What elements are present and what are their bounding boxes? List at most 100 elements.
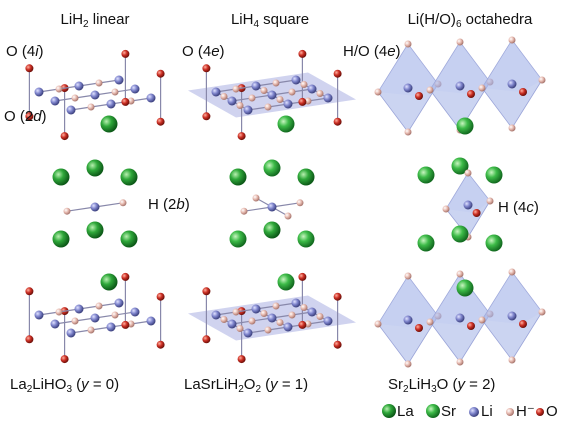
- atom: [539, 77, 546, 84]
- atom: [56, 86, 63, 93]
- atom: [91, 203, 100, 212]
- atom: [375, 89, 382, 96]
- atom: [131, 308, 140, 317]
- atom: [51, 320, 60, 329]
- atom: [120, 199, 127, 206]
- atom: [221, 93, 228, 100]
- atom: [64, 208, 71, 215]
- atom: [298, 50, 306, 58]
- site-label: O (4e): [182, 43, 225, 60]
- atom: [284, 323, 293, 332]
- atom: [539, 309, 546, 316]
- site-label: H (2b): [148, 196, 190, 213]
- atom: [212, 88, 221, 97]
- legend-label: O: [546, 403, 558, 420]
- atom: [508, 80, 517, 89]
- legend-swatch: [426, 404, 440, 418]
- atom: [273, 303, 280, 310]
- atom: [405, 129, 412, 136]
- crystal-structures: [25, 37, 545, 368]
- atom: [249, 95, 256, 102]
- site-label: O (2d): [4, 108, 47, 125]
- atom: [289, 89, 296, 96]
- legend-label: La: [397, 403, 414, 420]
- atom: [233, 309, 240, 316]
- atom: [25, 335, 33, 343]
- atom: [75, 82, 84, 91]
- atom: [157, 70, 165, 78]
- atom: [61, 132, 69, 140]
- atom: [487, 198, 494, 205]
- atom: [53, 231, 70, 248]
- atom: [457, 118, 474, 135]
- atom: [221, 316, 228, 323]
- atom: [121, 98, 129, 106]
- atom: [61, 355, 69, 363]
- atom: [230, 231, 247, 248]
- atom: [284, 100, 293, 109]
- atom: [457, 39, 464, 46]
- atom: [107, 323, 116, 332]
- atom: [252, 305, 261, 314]
- atom: [91, 314, 100, 323]
- legend-swatch: [382, 404, 396, 418]
- atom: [202, 335, 210, 343]
- atom: [157, 118, 165, 126]
- atom: [253, 195, 260, 202]
- legend: La Sr Li H⁻ O: [382, 403, 558, 420]
- atom: [418, 235, 435, 252]
- atom: [147, 317, 156, 326]
- atom: [121, 231, 138, 248]
- site-label: H (4c): [498, 199, 539, 216]
- compound-label: La2LiHO3 (y = 0): [10, 376, 119, 395]
- atom: [261, 310, 268, 317]
- atom: [202, 287, 210, 295]
- atom: [268, 314, 277, 323]
- atom: [292, 299, 301, 308]
- atom: [157, 293, 165, 301]
- atom: [121, 273, 129, 281]
- atom: [519, 88, 527, 96]
- atom: [405, 273, 412, 280]
- atom: [509, 37, 516, 44]
- atom: [298, 231, 315, 248]
- atom: [415, 324, 423, 332]
- legend-swatch: [506, 408, 514, 416]
- atom: [87, 222, 104, 239]
- atom: [115, 76, 124, 85]
- legend-swatch: [536, 408, 544, 416]
- atom: [457, 280, 474, 297]
- atom: [25, 287, 33, 295]
- atom: [237, 102, 244, 109]
- atom: [308, 85, 317, 94]
- column-title: LiH2 linear: [61, 11, 130, 30]
- atom: [101, 116, 118, 133]
- legend-swatch: [469, 407, 479, 417]
- atom: [265, 327, 272, 334]
- atom: [519, 320, 527, 328]
- atom: [96, 80, 103, 87]
- atom: [115, 299, 124, 308]
- atom: [67, 329, 76, 338]
- atom: [405, 361, 412, 368]
- atom: [72, 318, 79, 325]
- atom: [107, 100, 116, 109]
- atom: [308, 308, 317, 317]
- atom: [121, 169, 138, 186]
- atom: [244, 106, 253, 115]
- atom: [56, 309, 63, 316]
- atom: [51, 97, 60, 106]
- atom: [298, 169, 315, 186]
- atom: [131, 85, 140, 94]
- compound-label: Sr2LiH3O (y = 2): [388, 376, 495, 395]
- atom: [35, 88, 44, 97]
- atom: [265, 104, 272, 111]
- compound-label: LaSrLiH2O2 (y = 1): [184, 376, 308, 395]
- atom: [298, 321, 306, 329]
- atom: [268, 203, 277, 212]
- atom: [465, 170, 472, 177]
- legend-label: Li: [481, 403, 493, 420]
- figure: LiH2 linear LiH4 square Li(H/O)6 octahed…: [0, 0, 564, 428]
- atom: [334, 118, 342, 126]
- atom: [121, 50, 129, 58]
